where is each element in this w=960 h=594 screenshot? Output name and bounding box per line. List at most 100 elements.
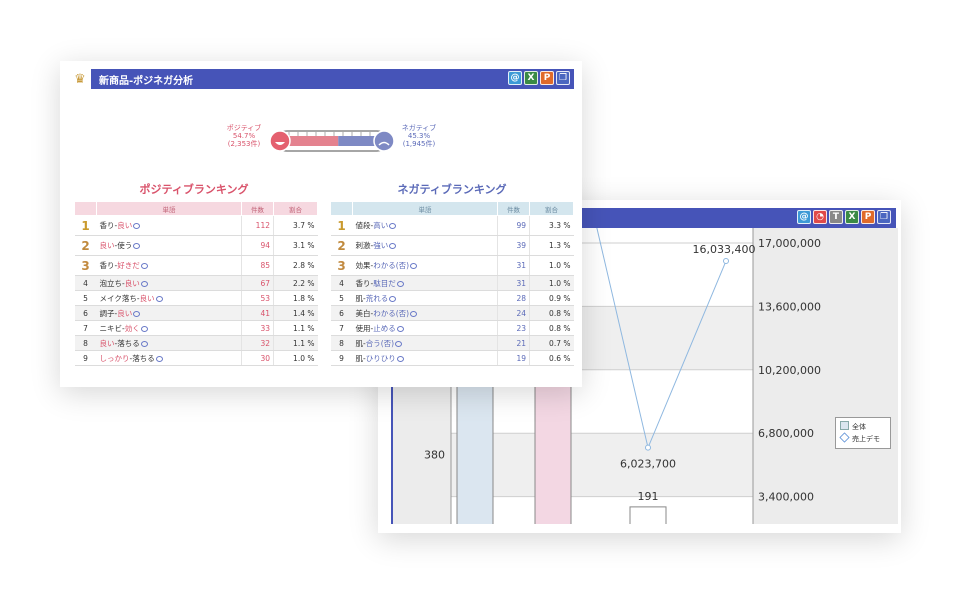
- count-cell[interactable]: 21: [497, 335, 530, 351]
- comment-bubble-icon[interactable]: [133, 243, 141, 249]
- comment-bubble-icon[interactable]: [396, 325, 404, 332]
- table-row[interactable]: 6 美白-わかる(否) 24 0.8 %: [330, 305, 574, 321]
- count-cell[interactable]: 24: [497, 305, 530, 321]
- comment-bubble-icon[interactable]: [155, 355, 163, 362]
- header-count[interactable]: 件数: [497, 201, 530, 216]
- word-cell[interactable]: 香り-良い: [96, 215, 242, 236]
- header-word[interactable]: 単語: [352, 201, 498, 216]
- word-cell[interactable]: 香り-好きだ: [96, 255, 242, 276]
- word-cell[interactable]: ニキビ-効く: [96, 320, 242, 336]
- word-highlight[interactable]: しっかり: [99, 353, 130, 363]
- table-row[interactable]: 3 効果-わかる(否) 31 1.0 %: [330, 255, 574, 276]
- count-cell[interactable]: 28: [497, 290, 530, 306]
- comment-bubble-icon[interactable]: [140, 280, 148, 287]
- word-cell[interactable]: 調子-良い: [96, 305, 242, 321]
- comment-bubble-icon[interactable]: [389, 295, 397, 302]
- comment-bubble-icon[interactable]: [133, 310, 141, 317]
- count-cell[interactable]: 31: [497, 275, 530, 291]
- word-cell[interactable]: 良い-落ちる: [96, 335, 242, 351]
- word-highlight[interactable]: わかる(否): [373, 308, 410, 318]
- at-sign-icon[interactable]: @: [508, 71, 522, 85]
- word-cell[interactable]: 値段-高い: [352, 215, 498, 236]
- word-highlight[interactable]: 良い: [139, 293, 155, 303]
- table-row[interactable]: 7 使用-止める 23 0.8 %: [330, 320, 574, 336]
- word-highlight[interactable]: 効く: [124, 323, 140, 333]
- table-row[interactable]: 6 調子-良い 41 1.4 %: [74, 305, 318, 321]
- header-ratio[interactable]: 割合: [273, 201, 318, 216]
- pie-chart-icon[interactable]: ◔: [813, 210, 827, 224]
- header-count[interactable]: 件数: [241, 201, 274, 216]
- word-cell[interactable]: 香り-駄目だ: [352, 275, 498, 291]
- count-cell[interactable]: 85: [241, 255, 274, 276]
- comment-bubble-icon[interactable]: [133, 223, 141, 229]
- table-row[interactable]: 2 刺激-強い 39 1.3 %: [330, 235, 574, 256]
- header-ratio[interactable]: 割合: [529, 201, 574, 216]
- word-cell[interactable]: メイク落ち-良い: [96, 290, 242, 306]
- word-highlight[interactable]: 良い: [117, 221, 133, 230]
- table-row[interactable]: 8 良い-落ちる 32 1.1 %: [74, 335, 318, 351]
- comment-bubble-icon[interactable]: [410, 263, 418, 269]
- powerpoint-icon[interactable]: P: [540, 71, 554, 85]
- comment-bubble-icon[interactable]: [155, 295, 163, 302]
- count-cell[interactable]: 53: [241, 290, 274, 306]
- word-highlight[interactable]: 荒れる: [365, 293, 389, 303]
- table-row[interactable]: 8 肌-合う(否) 21 0.7 %: [330, 335, 574, 351]
- comment-bubble-icon[interactable]: [140, 263, 148, 269]
- table-row[interactable]: 9 肌-ひりひり 19 0.6 %: [330, 350, 574, 366]
- excel-icon[interactable]: X: [524, 71, 538, 85]
- count-cell[interactable]: 94: [241, 235, 274, 256]
- table-row[interactable]: 7 ニキビ-効く 33 1.1 %: [74, 320, 318, 336]
- word-highlight[interactable]: 良い: [99, 241, 115, 250]
- comment-bubble-icon[interactable]: [410, 310, 418, 317]
- word-cell[interactable]: 肌-荒れる: [352, 290, 498, 306]
- word-highlight[interactable]: 良い: [124, 278, 140, 288]
- count-cell[interactable]: 99: [497, 215, 530, 236]
- word-cell[interactable]: 良い-使う: [96, 235, 242, 256]
- table-row[interactable]: 1 香り-良い 112 3.7 %: [74, 215, 318, 236]
- powerpoint-icon[interactable]: P: [861, 210, 875, 224]
- line-point[interactable]: [723, 258, 729, 265]
- table-row[interactable]: 4 香り-駄目だ 31 1.0 %: [330, 275, 574, 291]
- word-highlight[interactable]: 強い: [373, 241, 389, 250]
- word-highlight[interactable]: わかる(否): [373, 261, 410, 270]
- count-cell[interactable]: 32: [241, 335, 274, 351]
- word-highlight[interactable]: 駄目だ: [373, 278, 396, 288]
- at-sign-icon[interactable]: @: [797, 210, 811, 224]
- table-row[interactable]: 5 メイク落ち-良い 53 1.8 %: [74, 290, 318, 306]
- word-highlight[interactable]: 好きだ: [117, 261, 140, 270]
- word-highlight[interactable]: 合う(否): [365, 338, 395, 348]
- comment-bubble-icon[interactable]: [396, 280, 404, 287]
- comment-bubble-icon[interactable]: [140, 340, 148, 347]
- line-point[interactable]: [645, 444, 651, 451]
- table-row[interactable]: 2 良い-使う 94 3.1 %: [74, 235, 318, 256]
- table-row[interactable]: 9 しっかり-落ちる 30 1.0 %: [74, 350, 318, 366]
- copy-icon[interactable]: ❐: [877, 210, 891, 224]
- count-cell[interactable]: 33: [241, 320, 274, 336]
- word-highlight[interactable]: 高い: [373, 221, 389, 230]
- header-word[interactable]: 単語: [96, 201, 242, 216]
- count-cell[interactable]: 112: [241, 215, 274, 236]
- count-cell[interactable]: 41: [241, 305, 274, 321]
- table-row[interactable]: 5 肌-荒れる 28 0.9 %: [330, 290, 574, 306]
- word-cell[interactable]: 肌-合う(否): [352, 335, 498, 351]
- table-row[interactable]: 3 香り-好きだ 85 2.8 %: [74, 255, 318, 276]
- word-highlight[interactable]: ひりひり: [365, 353, 396, 363]
- excel-icon[interactable]: X: [845, 210, 859, 224]
- count-cell[interactable]: 23: [497, 320, 530, 336]
- comment-bubble-icon[interactable]: [389, 223, 397, 229]
- word-cell[interactable]: 使用-止める: [352, 320, 498, 336]
- comment-bubble-icon[interactable]: [140, 325, 148, 332]
- table-row[interactable]: 4 泡立ち-良い 67 2.2 %: [74, 275, 318, 291]
- table-row[interactable]: 1 値段-高い 99 3.3 %: [330, 215, 574, 236]
- word-cell[interactable]: 刺激-強い: [352, 235, 498, 256]
- comment-bubble-icon[interactable]: [396, 355, 404, 362]
- count-cell[interactable]: 19: [497, 350, 530, 366]
- word-highlight[interactable]: 良い: [99, 338, 115, 348]
- comment-bubble-icon[interactable]: [395, 340, 403, 347]
- word-cell[interactable]: 効果-わかる(否): [352, 255, 498, 276]
- count-cell[interactable]: 30: [241, 350, 274, 366]
- word-highlight[interactable]: 良い: [117, 308, 133, 318]
- word-cell[interactable]: しっかり-落ちる: [96, 350, 242, 366]
- word-cell[interactable]: 肌-ひりひり: [352, 350, 498, 366]
- word-cell[interactable]: 泡立ち-良い: [96, 275, 242, 291]
